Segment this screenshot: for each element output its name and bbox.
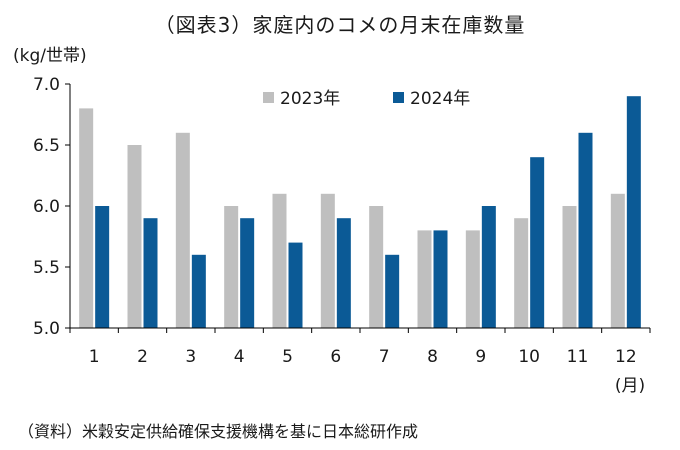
x-tick-label-11: 11 [567, 347, 589, 367]
x-tick-label-5: 5 [282, 347, 293, 367]
bar-2024-m9 [481, 206, 496, 328]
x-tick-label-3: 3 [185, 347, 196, 367]
legend-swatch-2023 [263, 92, 274, 103]
legend-swatch-2024 [393, 92, 404, 103]
bar-2024-m10 [530, 157, 545, 328]
x-tick-label-4: 4 [234, 347, 245, 367]
chart-title: （図表3）家庭内のコメの月末在庫数量 [154, 13, 526, 37]
x-tick-label-2: 2 [137, 347, 148, 367]
bar-2023-m10 [514, 218, 529, 328]
y-axis-unit-label: (kg/世帯) [13, 46, 87, 66]
source-note: （資料）米穀安定供給確保支援機構を基に日本総研作成 [18, 422, 419, 441]
x-tick-label-12: 12 [615, 347, 637, 367]
bar-2024-m3 [191, 254, 206, 328]
bar-2023-m2 [127, 145, 142, 328]
bar-2023-m3 [175, 132, 190, 328]
bar-2024-m11 [578, 132, 593, 328]
y-tick-label-6.0: 6.0 [33, 197, 60, 217]
bar-2024-m8 [433, 230, 448, 328]
bar-2023-m9 [465, 230, 480, 328]
bar-2023-m1 [79, 108, 94, 329]
bar-2024-m6 [336, 218, 351, 328]
x-tick-label-10: 10 [518, 347, 540, 367]
x-tick-label-8: 8 [427, 347, 438, 367]
x-tick-label-1: 1 [89, 347, 100, 367]
bar-2024-m7 [385, 254, 400, 328]
bar-2023-m6 [320, 193, 335, 328]
bar-2023-m12 [610, 193, 625, 328]
legend-label-2023: 2023年 [280, 89, 340, 109]
legend-label-2024: 2024年 [410, 89, 470, 109]
bar-2023-m11 [562, 206, 577, 328]
x-tick-label-6: 6 [330, 347, 341, 367]
bar-2024-m5 [288, 242, 303, 328]
bar-2024-m2 [143, 218, 158, 328]
x-tick-label-9: 9 [475, 347, 486, 367]
bar-2023-m4 [224, 206, 239, 328]
bar-2023-m5 [272, 193, 287, 328]
x-axis-unit-label: (月) [615, 376, 645, 396]
y-tick-label-5.5: 5.5 [33, 258, 60, 278]
bar-2023-m8 [417, 230, 432, 328]
x-tick-label-7: 7 [379, 347, 390, 367]
bar-2023-m7 [369, 206, 384, 328]
y-tick-label-6.5: 6.5 [33, 136, 60, 156]
y-tick-label-7.0: 7.0 [33, 75, 60, 95]
bar-2024-m4 [240, 218, 255, 328]
bar-2024-m12 [626, 96, 641, 328]
y-tick-label-5.0: 5.0 [33, 319, 60, 339]
bar-2024-m1 [95, 206, 110, 328]
